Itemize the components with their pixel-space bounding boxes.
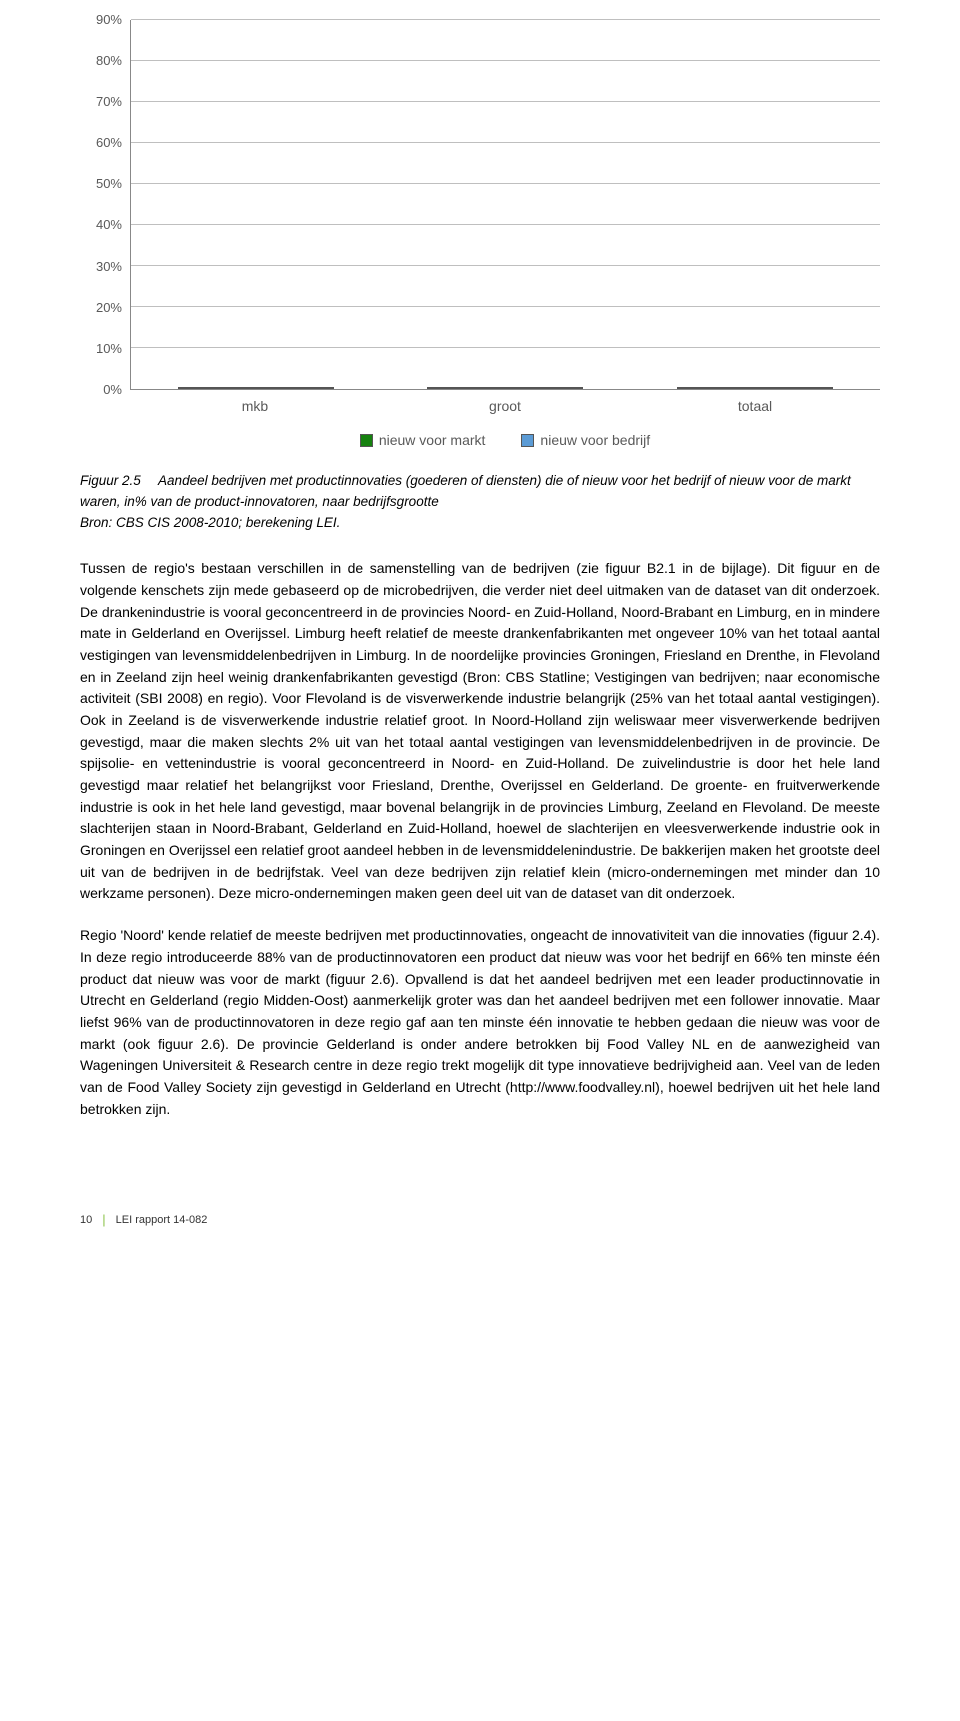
page-footer: 10 | LEI rapport 14-082: [80, 1210, 880, 1230]
figure-number: Figuur 2.5: [80, 473, 141, 488]
gridline: [131, 183, 880, 184]
y-tick-label: 10%: [96, 339, 122, 359]
gridline: [131, 265, 880, 266]
gridline: [131, 19, 880, 20]
chart-legend: nieuw voor markt nieuw voor bedrijf: [130, 430, 880, 452]
gridline: [131, 60, 880, 61]
bar: [755, 387, 833, 389]
page-number: 10: [80, 1212, 92, 1229]
bar: [256, 387, 334, 389]
report-ref: LEI rapport 14-082: [116, 1212, 208, 1229]
figure-source: Bron: CBS CIS 2008-2010; berekening LEI.: [80, 515, 340, 530]
gridline: [131, 347, 880, 348]
x-axis-labels: mkbgroottotaal: [130, 396, 880, 418]
y-axis: 90%80%70%60%50%40%30%20%10%0%: [80, 20, 130, 390]
legend-label: nieuw voor bedrijf: [540, 430, 650, 452]
y-tick-label: 70%: [96, 92, 122, 112]
legend-item: nieuw voor markt: [360, 430, 486, 452]
paragraph-1: Tussen de regio's bestaan verschillen in…: [80, 558, 880, 905]
plot-area: [130, 20, 880, 390]
bar-group: [408, 387, 603, 389]
footer-divider: |: [102, 1210, 105, 1230]
bar: [505, 387, 583, 389]
gridline: [131, 224, 880, 225]
legend-swatch: [521, 434, 534, 447]
legend-item: nieuw voor bedrijf: [521, 430, 650, 452]
x-tick-label: mkb: [130, 396, 380, 418]
y-tick-label: 60%: [96, 133, 122, 153]
legend-label: nieuw voor markt: [379, 430, 486, 452]
bar-chart: 90%80%70%60%50%40%30%20%10%0% mkbgrootto…: [80, 20, 880, 451]
y-tick-label: 50%: [96, 174, 122, 194]
gridline: [131, 101, 880, 102]
gridline: [131, 306, 880, 307]
bar-group: [158, 387, 353, 389]
bar-group: [658, 387, 853, 389]
bar: [677, 387, 755, 389]
legend-swatch: [360, 434, 373, 447]
gridline: [131, 142, 880, 143]
bar: [427, 387, 505, 389]
x-tick-label: totaal: [630, 396, 880, 418]
y-tick-label: 30%: [96, 257, 122, 277]
figure-title: Aandeel bedrijven met productinnovaties …: [80, 473, 851, 509]
y-tick-label: 20%: [96, 298, 122, 318]
bar: [178, 387, 256, 389]
y-tick-label: 80%: [96, 51, 122, 71]
x-tick-label: groot: [380, 396, 630, 418]
figure-caption: Figuur 2.5 Aandeel bedrijven met product…: [80, 471, 880, 534]
y-tick-label: 40%: [96, 215, 122, 235]
paragraph-2: Regio 'Noord' kende relatief de meeste b…: [80, 925, 880, 1120]
y-tick-label: 0%: [103, 380, 122, 400]
y-tick-label: 90%: [96, 10, 122, 30]
